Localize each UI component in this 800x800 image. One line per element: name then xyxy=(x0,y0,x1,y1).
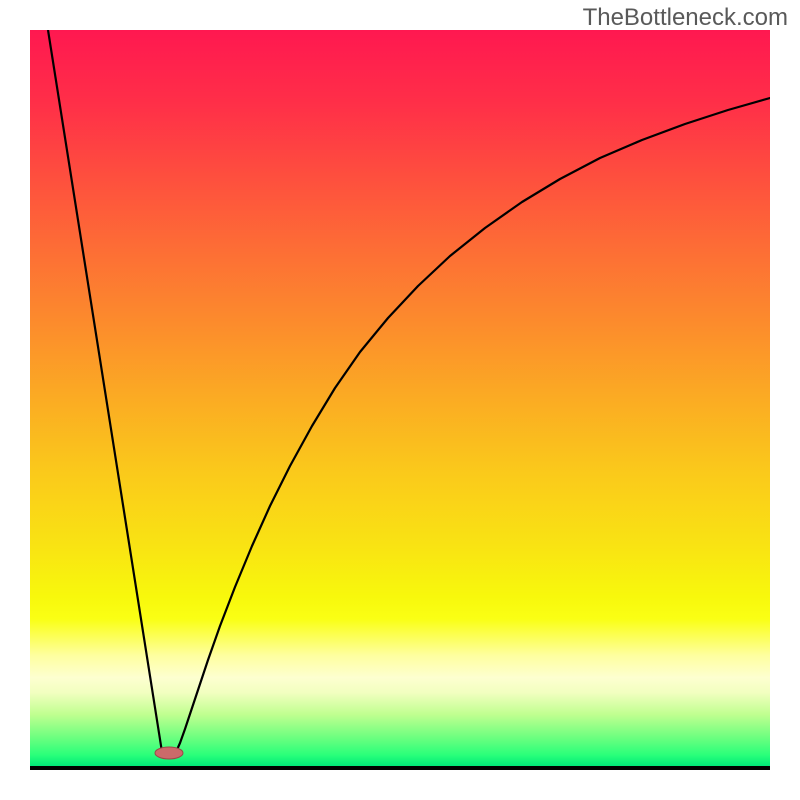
plot-area xyxy=(30,30,770,766)
watermark-text: TheBottleneck.com xyxy=(583,4,788,32)
chart-frame xyxy=(30,30,770,770)
curve-layer xyxy=(30,30,770,766)
left-curve xyxy=(48,30,162,752)
minimum-marker xyxy=(155,747,183,759)
right-curve xyxy=(176,98,770,752)
